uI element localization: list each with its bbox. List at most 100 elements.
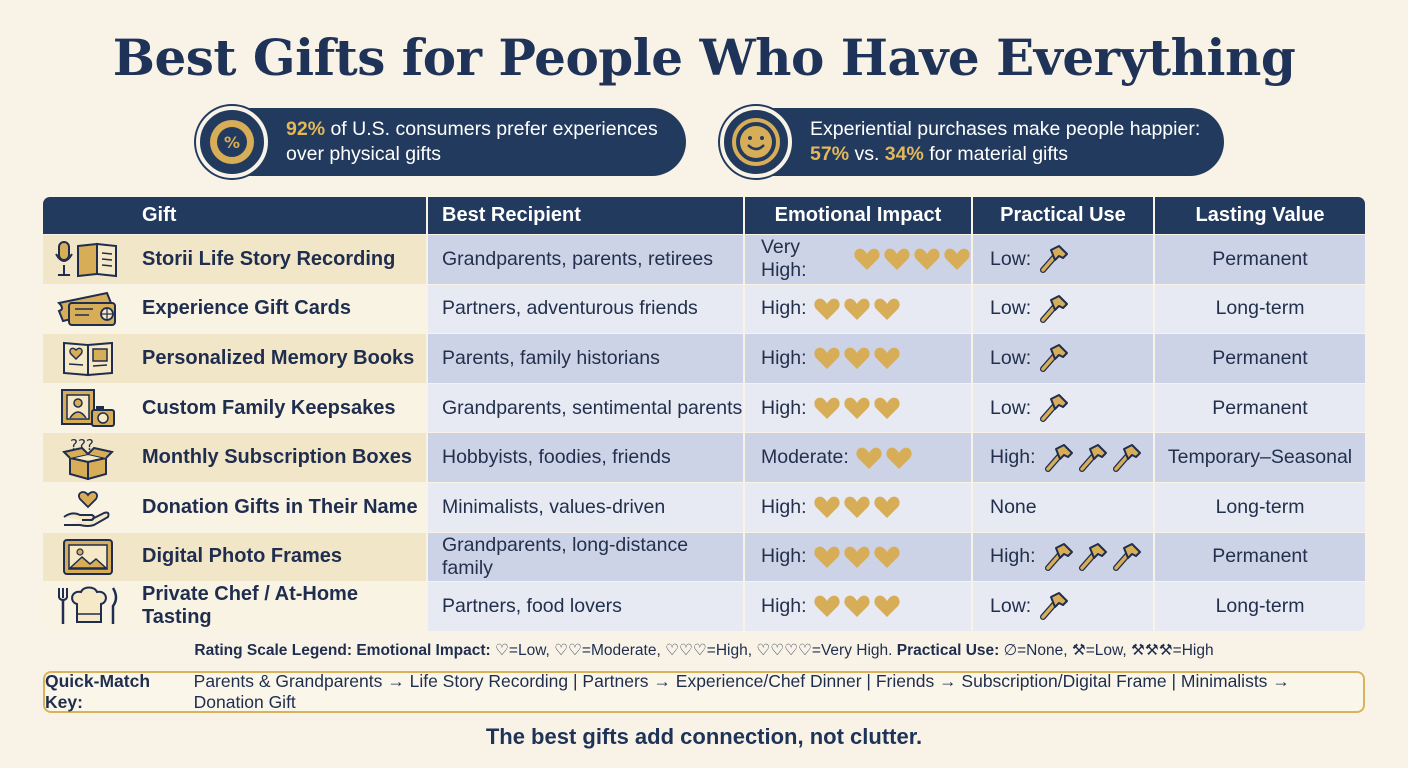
heart-icon xyxy=(854,248,880,271)
header-impact: Emotional Impact xyxy=(745,197,973,234)
heart-rating xyxy=(855,445,913,471)
gift-name: Private Chef / At-Home Tasting xyxy=(142,583,358,629)
table-body: Storii Life Story Recording Grandparents… xyxy=(43,234,1365,631)
recipient-cell: Minimalists, values-driven xyxy=(428,482,745,532)
heart-icon xyxy=(813,596,840,618)
hammer-icon xyxy=(1078,443,1107,472)
practical-label: Low: xyxy=(990,346,1032,369)
practical-label: Low: xyxy=(990,594,1032,617)
heart-rating xyxy=(813,494,901,520)
table-header: Gift Best Recipient Emotional Impact Pra… xyxy=(43,197,1365,234)
stat-text: Experiential purchases make people happi… xyxy=(810,118,1201,165)
practical-label: High: xyxy=(990,545,1036,568)
lasting-cell: Permanent xyxy=(1155,532,1365,582)
heart-icon xyxy=(813,397,840,420)
heart-icon xyxy=(843,397,870,420)
heart-icon xyxy=(843,298,870,320)
impact-cell: High: xyxy=(745,582,973,631)
impact-label: High: xyxy=(761,495,807,518)
hammer-rating xyxy=(1037,244,1069,274)
heart-icon xyxy=(873,348,900,370)
heart-icon xyxy=(884,248,910,271)
heart-icon xyxy=(843,348,870,370)
gift-name: Monthly Subscription Boxes xyxy=(142,446,413,469)
hammer-icon xyxy=(1040,245,1069,274)
hammer-icon xyxy=(1040,592,1069,621)
heart-icon xyxy=(944,248,970,271)
gift-cell: Digital Photo Frames xyxy=(43,532,428,582)
heart-icon xyxy=(873,397,900,420)
heart-rating xyxy=(813,345,901,371)
heart-icon xyxy=(886,447,912,469)
hammer-icon xyxy=(1040,344,1069,373)
lasting-cell: Permanent xyxy=(1155,334,1365,383)
practical-label: Low: xyxy=(990,247,1032,270)
digital-frame-icon xyxy=(43,533,133,582)
practical-cell: Low: xyxy=(973,284,1155,334)
gift-name: Donation Gifts in Their Name xyxy=(142,495,418,518)
header-gift: Gift xyxy=(43,197,428,234)
stat-pill-experiences: % 92% of U.S. consumers prefer experienc… xyxy=(196,106,686,178)
heart-icon xyxy=(843,496,870,519)
heart-hand-icon xyxy=(43,483,133,532)
recipient-cell: Grandparents, long-distance family xyxy=(428,532,745,582)
hammer-icon xyxy=(1044,542,1073,571)
table-row: Experience Gift Cards Partners, adventur… xyxy=(43,283,1365,334)
gift-cell: Donation Gifts in Their Name xyxy=(43,482,428,532)
hammer-icon xyxy=(1040,394,1069,423)
recipient-cell: Partners, food lovers xyxy=(428,582,745,631)
impact-cell: High: xyxy=(745,284,973,334)
quick-match-text: Parents & Grandparents → Life Story Reco… xyxy=(193,671,1290,712)
table-row: Digital Photo Frames Grandparents, long-… xyxy=(43,531,1365,582)
lasting-cell: Permanent xyxy=(1155,383,1365,433)
heart-icon xyxy=(873,298,900,320)
memory-book-icon xyxy=(43,334,133,383)
lasting-cell: Temporary–Seasonal xyxy=(1155,433,1365,482)
gift-name: Storii Life Story Recording xyxy=(142,247,396,270)
impact-cell: Moderate: xyxy=(745,433,973,482)
practical-cell: Low: xyxy=(973,334,1155,383)
page-title: Best Gifts for People Who Have Everythin… xyxy=(112,28,1296,87)
lasting-cell: Long-term xyxy=(1155,482,1365,532)
header-lasting: Lasting Value xyxy=(1195,204,1325,226)
gift-cell: ??? Monthly Subscription Boxes xyxy=(43,433,428,482)
hammer-rating xyxy=(1037,393,1069,423)
practical-cell: Low: xyxy=(973,383,1155,433)
photo-frame-camera-icon xyxy=(43,384,133,433)
impact-label: High: xyxy=(761,297,807,320)
practical-label: None xyxy=(990,495,1037,518)
gift-cell: Custom Family Keepsakes xyxy=(43,383,428,433)
table-row: Private Chef / At-Home Tasting Partners,… xyxy=(43,581,1365,631)
recipient-cell: Hobbyists, foodies, friends xyxy=(428,433,745,482)
gift-table: Gift Best Recipient Emotional Impact Pra… xyxy=(43,197,1365,631)
gift-cell: Experience Gift Cards xyxy=(43,284,428,334)
heart-rating xyxy=(813,544,901,570)
recipient-cell: Grandparents, parents, retirees xyxy=(428,235,745,284)
practical-cell: High: xyxy=(973,433,1155,482)
heart-icon xyxy=(873,596,900,618)
heart-icon xyxy=(813,546,840,568)
hammer-rating xyxy=(1042,443,1142,473)
impact-label: Moderate: xyxy=(761,446,849,469)
heart-icon xyxy=(813,348,840,370)
heart-rating xyxy=(853,246,971,272)
table-row: Donation Gifts in Their Name Minimalists… xyxy=(43,481,1365,532)
heart-icon xyxy=(813,298,840,320)
hammer-icon xyxy=(1040,294,1069,323)
hammer-icon xyxy=(1044,443,1073,472)
heart-rating xyxy=(813,296,901,322)
smiley-icon xyxy=(720,106,792,178)
lasting-cell: Long-term xyxy=(1155,582,1365,631)
stat-text: 92% of U.S. consumers prefer experiences… xyxy=(286,118,658,165)
heart-icon xyxy=(914,248,940,271)
heart-rating xyxy=(813,593,901,619)
microphone-book-icon xyxy=(43,235,133,284)
chef-hat-utensils-icon xyxy=(43,582,133,631)
hammer-icon xyxy=(1112,542,1141,571)
impact-cell: Very High: xyxy=(745,235,973,284)
hammer-icon xyxy=(1078,542,1107,571)
ticket-icon xyxy=(43,285,133,334)
table-row: Storii Life Story Recording Grandparents… xyxy=(43,234,1365,284)
footer-tagline: The best gifts add connection, not clutt… xyxy=(485,724,923,749)
impact-cell: High: xyxy=(745,383,973,433)
